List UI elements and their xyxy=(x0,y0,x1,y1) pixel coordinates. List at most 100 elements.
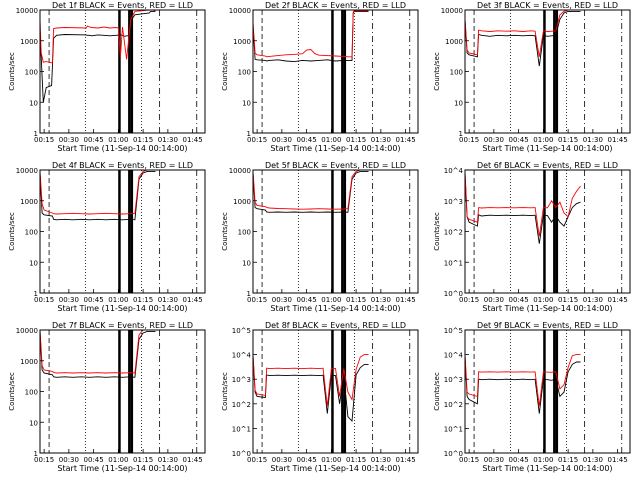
x-tick-label: 01:30 xyxy=(371,136,391,144)
x-tick-label: 01:30 xyxy=(583,296,603,304)
x-tick-label: 01:15 xyxy=(133,456,153,464)
vertical-band xyxy=(128,170,131,293)
x-tick-label: 00:30 xyxy=(59,136,79,144)
x-axis-label: Start Time (11-Sep-14 00:14:00) xyxy=(270,304,400,313)
y-tick-label: 10^3 xyxy=(232,376,251,384)
panel-7f: Det 7f BLACK = Events, RED = LLD 1 10 100 10… xyxy=(8,321,206,473)
series-red xyxy=(39,329,156,374)
y-tick-label: 10^5 xyxy=(444,327,463,335)
y-tick-label: 10 xyxy=(29,259,38,267)
x-axis-label: Start Time (11-Sep-14 00:14:00) xyxy=(482,144,612,153)
y-axis-label: Counts/sec xyxy=(221,52,229,91)
y-tick-label: 1 xyxy=(247,290,251,298)
series-black xyxy=(39,330,156,378)
x-tick-label: 00:15 xyxy=(247,136,267,144)
plot-frame xyxy=(252,9,419,134)
y-tick-label: 10000 xyxy=(16,167,38,175)
panel-title: Det 8f BLACK = Events, RED = LLD xyxy=(265,321,406,330)
vertical-band xyxy=(130,170,134,293)
x-tick-label: 01:00 xyxy=(533,136,553,144)
series-red xyxy=(464,9,581,57)
y-tick-label: 10^2 xyxy=(232,401,251,409)
x-tick-label: 01:15 xyxy=(346,136,366,144)
series-red xyxy=(252,169,369,210)
y-tick-label: 1 xyxy=(34,130,38,138)
vertical-band xyxy=(555,330,559,453)
x-tick-label: 01:00 xyxy=(321,296,341,304)
y-tick-label: 10000 xyxy=(441,7,463,15)
vertical-band xyxy=(331,170,334,293)
panel-title: Det 6f BLACK = Events, RED = LLD xyxy=(477,161,618,170)
x-tick-label: 00:45 xyxy=(509,136,529,144)
x-axis-label: Start Time (11-Sep-14 00:14:00) xyxy=(482,304,612,313)
x-tick-label: 01:45 xyxy=(396,136,416,144)
panel-2f: Det 2f BLACK = Events, RED = LLD 1 10 100 10… xyxy=(221,1,419,153)
panel-title: Det 7f BLACK = Events, RED = LLD xyxy=(52,321,193,330)
series-black xyxy=(39,10,156,103)
y-tick-label: 1000 xyxy=(445,38,463,46)
x-tick-label: 00:45 xyxy=(84,296,104,304)
x-tick-label: 00:15 xyxy=(459,136,479,144)
vertical-band xyxy=(543,330,546,453)
x-tick-label: 00:30 xyxy=(272,136,292,144)
y-tick-label: 10 xyxy=(29,419,38,427)
y-tick-label: 10^3 xyxy=(444,376,463,384)
y-tick-label: 100 xyxy=(25,229,38,237)
x-tick-label: 01:30 xyxy=(371,296,391,304)
y-axis-label: Counts/sec xyxy=(221,372,229,411)
vertical-band xyxy=(343,10,347,133)
y-axis-label: Counts/sec xyxy=(433,372,441,411)
series-red xyxy=(39,169,156,215)
x-tick-label: 01:00 xyxy=(321,136,341,144)
y-tick-label: 10000 xyxy=(16,327,38,335)
x-axis-label: Start Time (11-Sep-14 00:14:00) xyxy=(57,304,187,313)
y-tick-label: 10^1 xyxy=(444,259,463,267)
y-tick-label: 10000 xyxy=(229,7,251,15)
panel-1f: Det 1f BLACK = Events, RED = LLD 1 10 100 10… xyxy=(8,1,206,153)
y-tick-label: 10^3 xyxy=(444,198,463,206)
vertical-band xyxy=(555,170,559,293)
panel-8f: Det 8f BLACK = Events, RED = LLD 10^0 10^1… xyxy=(221,321,419,473)
y-tick-label: 10 xyxy=(454,99,463,107)
x-tick-label: 01:15 xyxy=(558,136,578,144)
y-tick-label: 1 xyxy=(34,450,38,458)
series-red xyxy=(252,354,369,407)
y-tick-label: 10^5 xyxy=(232,327,251,335)
panel-title: Det 2f BLACK = Events, RED = LLD xyxy=(265,1,406,10)
y-tick-label: 1000 xyxy=(233,198,251,206)
y-axis-label: Counts/sec xyxy=(433,52,441,91)
x-axis-label: Start Time (11-Sep-14 00:14:00) xyxy=(482,464,612,473)
plot-frame xyxy=(39,169,206,294)
x-tick-label: 01:00 xyxy=(108,296,128,304)
x-tick-label: 00:30 xyxy=(59,456,79,464)
vertical-band xyxy=(553,170,556,293)
y-axis-label: Counts/sec xyxy=(8,212,16,251)
vertical-band xyxy=(128,330,131,453)
x-tick-label: 00:45 xyxy=(297,136,317,144)
vertical-band xyxy=(341,170,344,293)
y-axis-label: Counts/sec xyxy=(8,52,16,91)
plot-frame xyxy=(39,329,206,454)
panel-title: Det 3f BLACK = Events, RED = LLD xyxy=(477,1,618,10)
x-tick-label: 00:15 xyxy=(247,296,267,304)
x-tick-label: 00:45 xyxy=(297,296,317,304)
x-tick-label: 01:30 xyxy=(583,136,603,144)
series-red xyxy=(464,354,581,407)
x-axis-label: Start Time (11-Sep-14 00:14:00) xyxy=(57,464,187,473)
y-axis-label: Counts/sec xyxy=(221,212,229,251)
x-tick-label: 01:45 xyxy=(396,296,416,304)
x-tick-label: 01:15 xyxy=(133,296,153,304)
x-tick-label: 01:30 xyxy=(583,456,603,464)
x-tick-label: 00:45 xyxy=(84,136,104,144)
y-tick-label: 1000 xyxy=(20,358,38,366)
x-tick-label: 01:00 xyxy=(321,456,341,464)
plot-frame xyxy=(464,169,631,294)
vertical-band xyxy=(118,10,121,133)
y-tick-label: 10^1 xyxy=(444,425,463,433)
vertical-band xyxy=(331,330,334,453)
x-tick-label: 00:15 xyxy=(34,136,54,144)
x-tick-label: 01:00 xyxy=(108,456,128,464)
plot-frame xyxy=(464,329,631,454)
y-tick-label: 10 xyxy=(242,259,251,267)
series-black xyxy=(464,10,581,67)
